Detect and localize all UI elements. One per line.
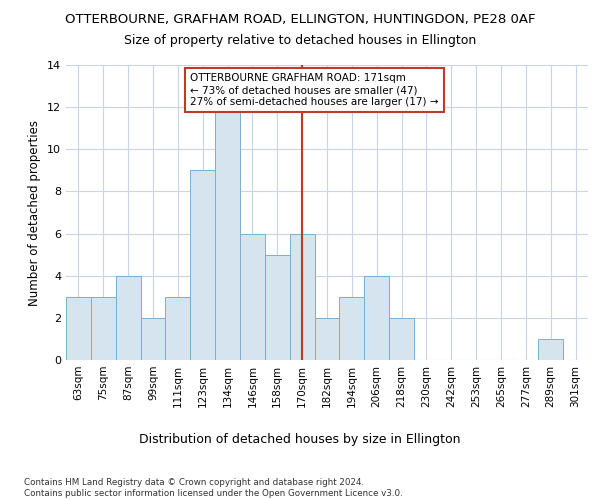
Text: Size of property relative to detached houses in Ellington: Size of property relative to detached ho… — [124, 34, 476, 47]
Text: OTTERBOURNE, GRAFHAM ROAD, ELLINGTON, HUNTINGDON, PE28 0AF: OTTERBOURNE, GRAFHAM ROAD, ELLINGTON, HU… — [65, 12, 535, 26]
Bar — [116, 276, 140, 360]
Bar — [140, 318, 166, 360]
Bar — [190, 170, 215, 360]
Bar — [314, 318, 340, 360]
Bar — [364, 276, 389, 360]
Y-axis label: Number of detached properties: Number of detached properties — [28, 120, 41, 306]
Text: OTTERBOURNE GRAFHAM ROAD: 171sqm
← 73% of detached houses are smaller (47)
27% o: OTTERBOURNE GRAFHAM ROAD: 171sqm ← 73% o… — [190, 74, 439, 106]
Bar — [215, 107, 240, 360]
Bar — [66, 297, 91, 360]
Bar — [538, 339, 563, 360]
Bar — [340, 297, 364, 360]
Bar — [389, 318, 414, 360]
Text: Contains HM Land Registry data © Crown copyright and database right 2024.
Contai: Contains HM Land Registry data © Crown c… — [24, 478, 403, 498]
Text: Distribution of detached houses by size in Ellington: Distribution of detached houses by size … — [139, 432, 461, 446]
Bar — [290, 234, 314, 360]
Bar — [91, 297, 116, 360]
Bar — [240, 234, 265, 360]
Bar — [265, 254, 290, 360]
Bar — [166, 297, 190, 360]
